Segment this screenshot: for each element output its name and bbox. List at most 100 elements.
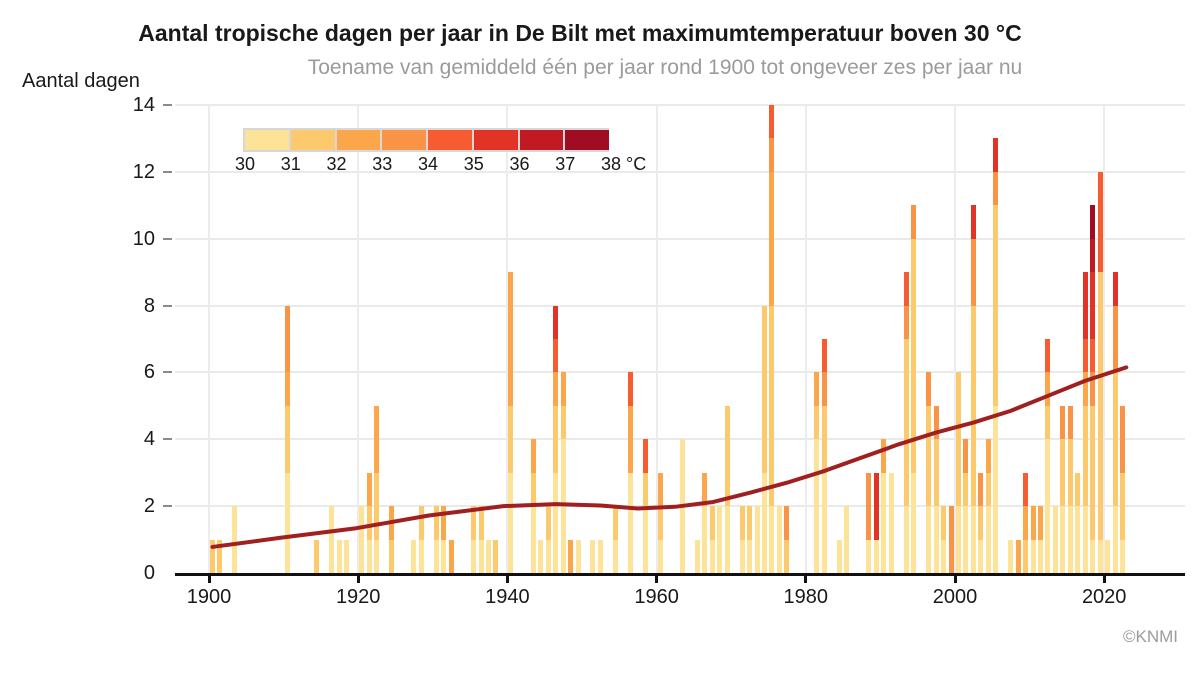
bar-segment-1967-32-33 <box>702 472 708 507</box>
bar-segment-1970-31-32 <box>724 405 730 507</box>
gridline-vertical <box>1103 105 1106 573</box>
bar-segment-1929-31-32 <box>418 506 424 540</box>
legend-tick-label: 30 <box>235 154 256 174</box>
x-axis-line <box>175 573 1185 576</box>
bar-segment-1999-30-31 <box>941 539 947 573</box>
bar-segment-1946-30-31 <box>545 539 551 573</box>
bar-segment-1959-31-32 <box>642 472 648 507</box>
bar-segment-1978-31-32 <box>784 539 790 573</box>
legend-swatch-32 <box>336 130 381 150</box>
bar-segment-1923-31-32 <box>374 472 380 540</box>
bar-segment-2019-36-37 <box>1090 238 1096 273</box>
bar-segment-2017-31-32 <box>1075 472 1081 507</box>
y-tick-label: 10 <box>132 227 155 250</box>
bar-segment-2002-30-31 <box>963 506 969 573</box>
y-tick-label: 4 <box>143 428 155 451</box>
bar-segment-1911-31-32 <box>284 405 290 473</box>
legend <box>243 128 609 152</box>
bar-segment-1952-30-31 <box>590 539 596 573</box>
bar-segment-2013-32-33 <box>1045 372 1051 406</box>
legend-swatch-36 <box>519 130 564 150</box>
x-tick-label: 2020 <box>1081 586 1127 608</box>
bar-segment-1991-30-31 <box>881 472 887 573</box>
bar-segment-2008-30-31 <box>1008 539 1014 573</box>
bar-segment-1998-33-34 <box>933 405 939 440</box>
x-tick-label: 2000 <box>932 586 978 608</box>
bar-segment-2004-30-31 <box>978 539 984 573</box>
bar-segment-2005-30-31 <box>985 506 991 573</box>
bar-segment-2009-32-33 <box>1015 539 1021 573</box>
bar-segment-1959-30-31 <box>642 506 648 573</box>
bar-segment-1972-31-32 <box>739 506 745 540</box>
bar-segment-1973-30-31 <box>747 539 753 573</box>
x-tick-mark <box>655 574 659 583</box>
legend-swatch-35 <box>473 130 518 150</box>
x-tick-mark <box>1102 574 1106 583</box>
bar-segment-1992-30-31 <box>888 472 894 573</box>
y-tick-mark <box>163 304 172 307</box>
bar-segment-1911-32-33 <box>284 372 290 406</box>
legend-tick-label: 38 °C <box>601 154 647 174</box>
bar-segment-1989-33-34 <box>866 472 872 540</box>
y-tick-mark <box>163 237 172 240</box>
gridline-vertical <box>655 105 658 573</box>
bar-segment-1999-31-32 <box>941 506 947 540</box>
bar-segment-1994-33-34 <box>903 305 909 339</box>
bar-segment-1929-30-31 <box>418 539 424 573</box>
y-tick-mark <box>163 170 172 173</box>
bar-segment-2005-32-33 <box>985 439 991 473</box>
bar-segment-2023-30-31 <box>1120 539 1126 573</box>
bar-segment-2013-30-31 <box>1045 439 1051 573</box>
bar-segment-1975-30-31 <box>762 472 767 573</box>
bar-segment-1961-32-33 <box>657 472 663 507</box>
y-tick-mark <box>163 505 172 508</box>
bar-segment-2006-31-32 <box>993 205 999 406</box>
bar-segment-1923-30-31 <box>374 539 380 573</box>
bar-segment-1990-30-31 <box>873 539 879 573</box>
bar-segment-1983-30-31 <box>821 472 827 573</box>
gridline-horizontal <box>175 170 1185 173</box>
gridline-vertical <box>357 105 360 573</box>
bar-segment-2019-37-38 <box>1090 205 1096 239</box>
bar-segment-1991-32-33 <box>881 439 887 473</box>
bar-segment-1947-31-32 <box>553 405 559 473</box>
bar-segment-2023-31-32 <box>1120 472 1126 540</box>
bar-segment-1928-30-31 <box>411 539 417 573</box>
bar-segment-1970-30-31 <box>724 506 730 573</box>
bar-segment-1944-30-31 <box>530 506 536 573</box>
bar-segment-1917-30-31 <box>329 506 335 573</box>
legend-tick-label: 36 <box>509 154 530 174</box>
x-tick-mark <box>505 574 509 583</box>
bar-segment-2019-30-31 <box>1090 539 1096 573</box>
bar-segment-2019-33-34 <box>1090 372 1096 406</box>
bar-segment-1976-30-31 <box>769 506 775 573</box>
bar-segment-1983-34-35 <box>821 338 827 373</box>
bar-segment-1946-31-32 <box>545 506 551 540</box>
bar-segment-1941-32-33 <box>508 272 514 406</box>
bar-segment-1949-32-33 <box>568 539 574 573</box>
bar-segment-1978-33-34 <box>784 506 790 540</box>
bar-segment-1957-32-33 <box>627 405 633 473</box>
gridline-horizontal <box>175 237 1185 240</box>
gridline-vertical <box>804 105 807 573</box>
legend-tick-label: 32 <box>326 154 347 174</box>
bar-segment-1945-30-31 <box>538 539 544 573</box>
bar-segment-1998-30-31 <box>933 506 939 573</box>
bar-segment-1997-31-32 <box>926 405 932 507</box>
legend-tick-label: 35 <box>463 154 484 174</box>
bar-segment-1953-30-31 <box>597 539 603 573</box>
y-tick-label: 8 <box>143 294 155 317</box>
bar-segment-1936-31-32 <box>471 506 477 540</box>
bar-segment-1922-30-31 <box>366 539 372 573</box>
bar-segment-2022-30-31 <box>1112 506 1118 573</box>
bar-segment-2004-31-32 <box>978 506 984 540</box>
bar-segment-2015-30-31 <box>1060 506 1066 573</box>
bar-segment-1961-31-32 <box>657 506 663 540</box>
bar-segment-1982-31-32 <box>814 405 820 440</box>
bar-segment-2000-33-34 <box>948 506 954 573</box>
bar-segment-2004-33-34 <box>978 472 984 507</box>
legend-tick-label: 34 <box>418 154 439 174</box>
bar-segment-2019-35-36 <box>1090 272 1096 339</box>
bar-segment-2010-34-35 <box>1023 472 1029 507</box>
x-tick-label: 1980 <box>783 586 829 608</box>
